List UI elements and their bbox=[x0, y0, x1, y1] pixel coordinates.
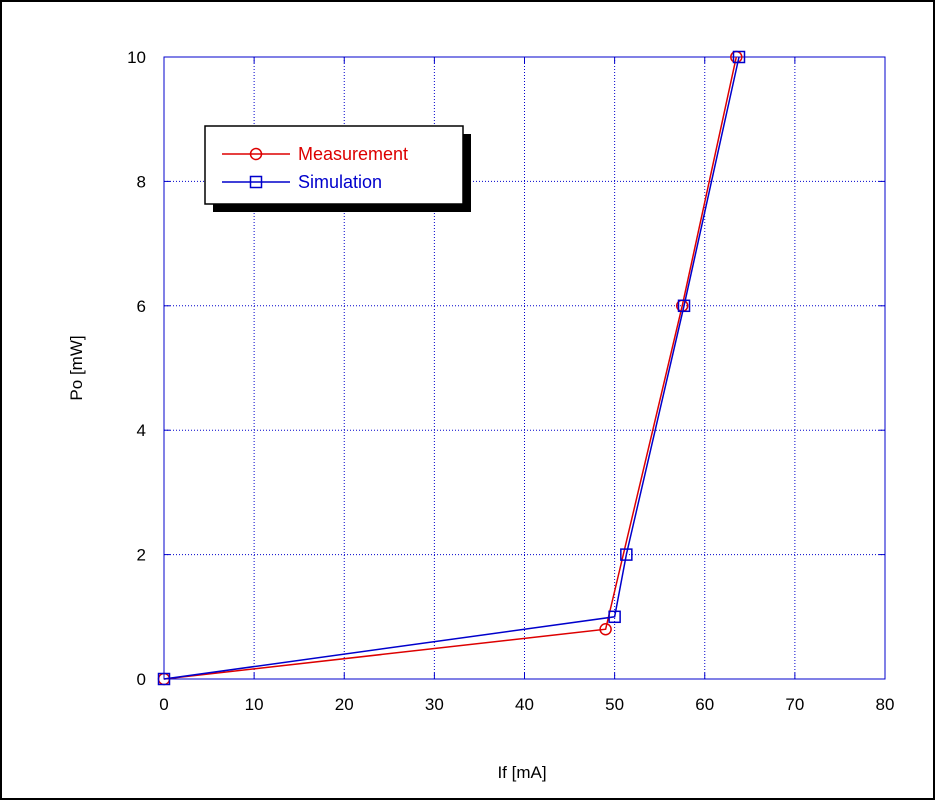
data-point-simulation bbox=[608, 610, 621, 624]
legend-label-measurement: Measurement bbox=[298, 144, 408, 164]
data-point-simulation bbox=[157, 672, 171, 686]
y-tick-label: 6 bbox=[137, 297, 146, 316]
y-axis-label: Po [mW] bbox=[67, 335, 86, 400]
x-tick-label: 10 bbox=[245, 695, 264, 714]
x-tick-label: 0 bbox=[159, 695, 168, 714]
y-tick-label: 2 bbox=[137, 546, 146, 565]
y-tick-label: 8 bbox=[137, 172, 146, 191]
legend-label-simulation: Simulation bbox=[298, 172, 382, 192]
y-tick-label: 10 bbox=[127, 48, 146, 67]
legend: Measurement Simulation bbox=[204, 125, 471, 212]
x-tick-label: 30 bbox=[425, 695, 444, 714]
series-group bbox=[157, 50, 746, 686]
data-point-simulation bbox=[732, 50, 746, 64]
x-tick-label: 40 bbox=[515, 695, 534, 714]
data-point-simulation bbox=[620, 548, 633, 561]
data-point-simulation bbox=[677, 299, 691, 313]
x-tick-label: 20 bbox=[335, 695, 354, 714]
x-tick-label: 50 bbox=[605, 695, 624, 714]
x-tick-label: 70 bbox=[785, 695, 804, 714]
series-simulation bbox=[157, 50, 746, 686]
legend-item-simulation: Simulation bbox=[222, 172, 382, 192]
grid bbox=[164, 57, 885, 679]
legend-item-measurement: Measurement bbox=[222, 144, 408, 164]
series-line-measurement bbox=[163, 56, 738, 680]
x-axis-label: If [mA] bbox=[497, 763, 546, 782]
legend-box bbox=[204, 125, 464, 205]
y-tick-label: 0 bbox=[137, 670, 146, 689]
legend-marker-simulation bbox=[249, 175, 263, 189]
data-point-measurement bbox=[599, 622, 612, 636]
x-tick-label: 60 bbox=[695, 695, 714, 714]
legend-marker-measurement bbox=[249, 147, 263, 161]
series-line-simulation bbox=[163, 56, 740, 680]
axis-ticks: 0 10 20 30 40 50 60 70 80 0 2 4 6 8 10 bbox=[127, 48, 894, 714]
y-tick-label: 4 bbox=[137, 421, 146, 440]
x-tick-label: 80 bbox=[876, 695, 895, 714]
